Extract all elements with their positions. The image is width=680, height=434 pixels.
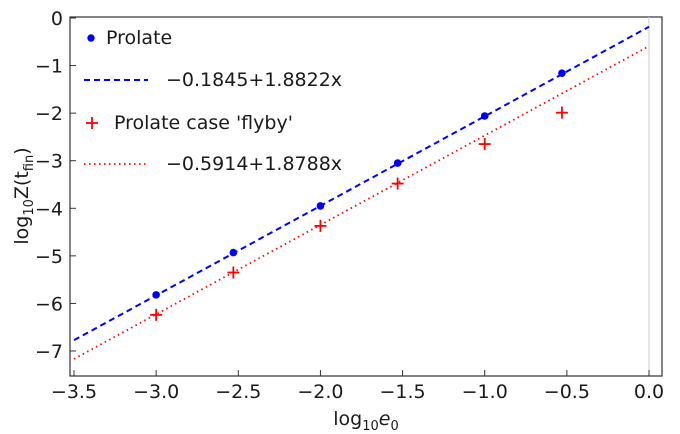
y-tick-label: −2 xyxy=(35,103,63,125)
x-axis-title: log10e0 xyxy=(333,408,399,434)
x-tick-label: −2.5 xyxy=(215,381,261,403)
y-tick-label: −4 xyxy=(35,198,63,220)
legend-prolate-label: Prolate xyxy=(106,27,172,49)
flyby-point xyxy=(478,138,491,151)
prolate-point xyxy=(558,69,566,77)
y-tick-label: −5 xyxy=(35,246,63,268)
fit-lines xyxy=(73,25,650,360)
flyby-point xyxy=(555,106,568,119)
x-tick-label: −2.0 xyxy=(297,381,343,403)
legend-fit1-label: −0.1845+1.8822x xyxy=(166,69,342,91)
y-axis-ticks: 0 −1 −2 −3 −4 −5 −6 −7 xyxy=(35,8,76,363)
prolate-point xyxy=(152,291,160,299)
y-tick-label: −6 xyxy=(35,293,63,315)
y-tick-label: −1 xyxy=(35,56,63,78)
x-tick-label: −1.5 xyxy=(380,381,426,403)
prolate-fit-line xyxy=(73,25,650,342)
flyby-point xyxy=(227,266,240,279)
y-tick-label: 0 xyxy=(51,8,63,30)
legend-flyby-marker xyxy=(86,117,98,129)
flyby-point xyxy=(391,177,404,190)
plot-frame xyxy=(69,16,663,377)
prolate-point xyxy=(393,159,402,167)
prolate-point xyxy=(229,248,238,257)
prolate-point xyxy=(316,202,325,210)
flyby-fit-line xyxy=(73,45,650,360)
x-tick-label: 0.0 xyxy=(634,381,664,403)
x-tick-label: −1.0 xyxy=(462,381,508,403)
flyby-point xyxy=(150,308,163,321)
x-axis-ticks: −3.5 −3.0 −2.5 −2.0 −1.5 −1.0 −0.5 0.0 xyxy=(51,370,664,403)
legend-fit2-label: −0.5914+1.8788x xyxy=(166,153,342,175)
flyby-point xyxy=(314,219,327,232)
y-tick-label: −3 xyxy=(35,151,63,173)
x-tick-label: −3.0 xyxy=(133,381,179,403)
x-tick-label: −3.5 xyxy=(51,381,97,403)
legend: Prolate −0.1845+1.8822x Prolate case 'fl… xyxy=(84,27,342,175)
prolate-point xyxy=(480,112,489,120)
y-axis-title: log10Z(tfin) xyxy=(11,147,37,244)
data-markers xyxy=(150,69,568,321)
legend-flyby-label: Prolate case 'flyby' xyxy=(114,112,293,134)
y-tick-label: −7 xyxy=(35,341,63,363)
legend-prolate-marker xyxy=(87,34,95,42)
x-tick-label: −0.5 xyxy=(544,381,590,403)
